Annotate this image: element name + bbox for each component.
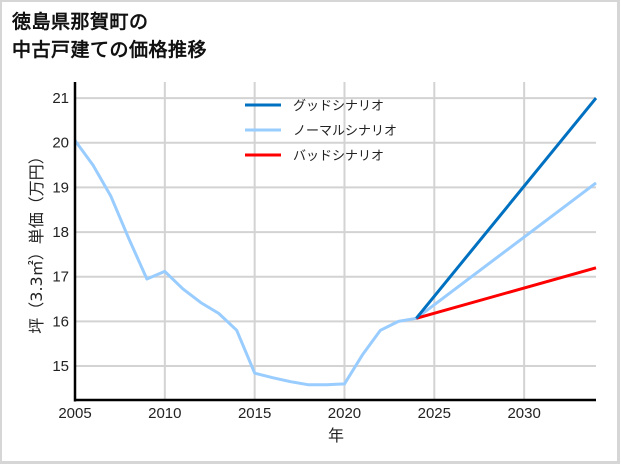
y-tick-label: 19 <box>52 179 69 196</box>
y-tick-label: 17 <box>52 269 69 286</box>
x-tick-label: 2020 <box>328 405 361 422</box>
y-tick-label: 18 <box>52 224 69 241</box>
x-tick-label: 2025 <box>418 405 451 422</box>
legend-label: バッドシナリオ <box>293 149 384 164</box>
chart-title: 徳島県那賀町の 中古戸建ての価格推移 <box>12 8 207 64</box>
title-line-1: 徳島県那賀町の <box>12 11 149 33</box>
tick-labels: 2005 2010 2015 2020 2025 2030 15 16 17 18 19 20 21 <box>52 90 541 422</box>
series-line <box>415 97 598 320</box>
legend-label: グッドシナリオ <box>293 99 384 114</box>
grid-lines <box>74 82 596 400</box>
x-tick-label: 2030 <box>507 405 540 422</box>
series-line <box>415 266 597 320</box>
x-tick-label: 2010 <box>148 405 181 422</box>
y-axis-label: 坪（3.3㎡）単価（万円） <box>27 148 46 333</box>
legend-label: ノーマルシナリオ <box>293 124 397 139</box>
y-tick-label: 15 <box>52 358 69 375</box>
data-lines <box>73 97 598 387</box>
y-tick-label: 20 <box>52 135 69 152</box>
series-line <box>73 139 597 387</box>
x-axis-label: 年 <box>328 426 344 445</box>
y-tick-label: 16 <box>52 313 69 330</box>
axes <box>73 82 596 402</box>
title-line-2: 中古戸建ての価格推移 <box>12 39 208 61</box>
y-tick-label: 21 <box>52 90 69 107</box>
x-tick-label: 2015 <box>238 405 271 422</box>
x-tick-label: 2005 <box>58 405 91 422</box>
